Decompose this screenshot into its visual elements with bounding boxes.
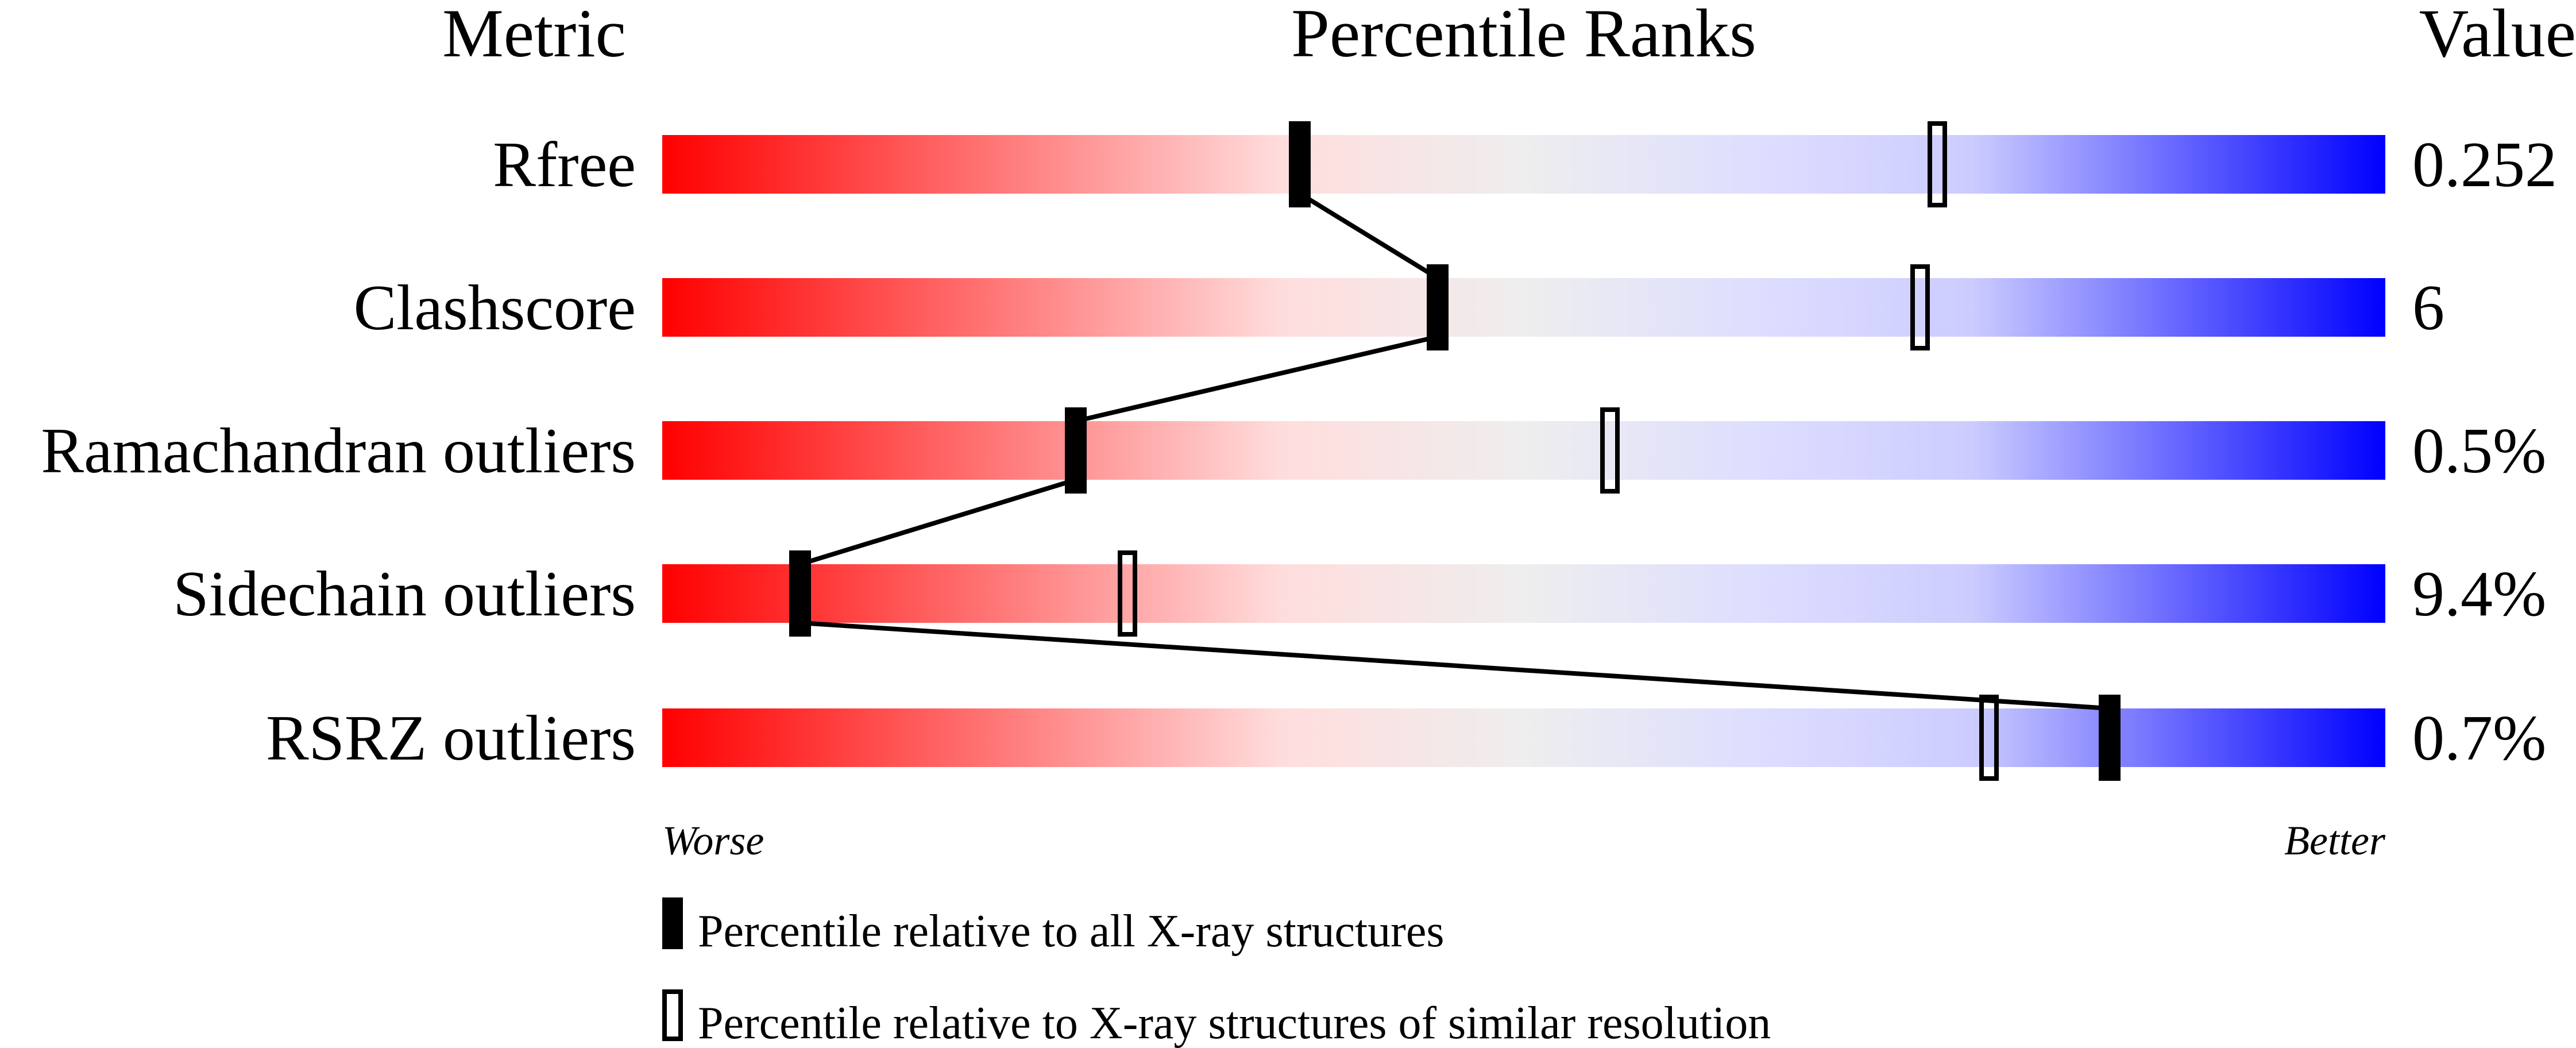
metric-label: Clashscore	[354, 272, 636, 344]
metric-label: RSRZ outliers	[266, 703, 636, 774]
metric-value: 6	[2412, 272, 2444, 344]
better-label: Better	[2284, 818, 2386, 864]
metric-header: Metric	[442, 0, 626, 71]
similar-resolution-marker	[1928, 121, 1947, 207]
connector-line	[1075, 334, 1438, 423]
all-structures-marker	[1427, 264, 1449, 350]
similar-resolution-marker	[1118, 550, 1137, 637]
percentile-bar	[662, 421, 2385, 480]
metric-value: 0.252	[2412, 129, 2557, 201]
metric-label: Rfree	[493, 129, 636, 201]
all-structures-marker	[1065, 407, 1087, 494]
percentile-bar	[662, 564, 2385, 623]
metric-value: 9.4%	[2412, 558, 2546, 630]
percentile-bar	[662, 278, 2385, 337]
all-structures-marker	[789, 550, 811, 637]
legend-filled-marker	[662, 897, 683, 949]
all-structures-marker	[2099, 695, 2121, 781]
legend-label-similar: Percentile relative to X-ray structures …	[698, 998, 1771, 1048]
metric-label: Sidechain outliers	[173, 558, 636, 630]
percentile-bar	[662, 708, 2385, 767]
all-structures-marker	[1289, 121, 1311, 207]
similar-resolution-marker	[1600, 407, 1620, 494]
connector-line	[799, 477, 1077, 567]
connector-line	[1298, 191, 1439, 280]
metric-label: Ramachandran outliers	[41, 415, 636, 487]
legend-open-marker	[662, 989, 683, 1041]
value-header: Value	[2419, 0, 2576, 71]
metric-value: 0.7%	[2412, 703, 2546, 774]
similar-resolution-marker	[1979, 695, 1999, 781]
chart-title: Percentile Ranks	[1291, 0, 1756, 71]
metric-value: 0.5%	[2412, 415, 2546, 487]
legend-label-all: Percentile relative to all X-ray structu…	[698, 906, 1444, 957]
similar-resolution-marker	[1910, 264, 1930, 350]
worse-label: Worse	[662, 818, 764, 864]
percentile-bar	[662, 135, 2385, 194]
connector-line	[800, 621, 2110, 711]
